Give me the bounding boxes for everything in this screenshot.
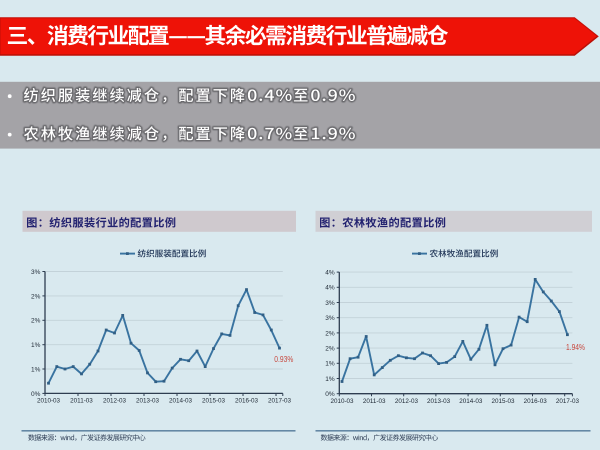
svg-text:2015-03: 2015-03 — [202, 398, 226, 405]
svg-text:0%: 0% — [31, 391, 41, 398]
svg-text:1.94%: 1.94% — [566, 342, 585, 352]
svg-text:2011-03: 2011-03 — [70, 398, 93, 405]
svg-text:1%: 1% — [31, 366, 41, 373]
svg-text:0%: 0% — [325, 391, 335, 398]
svg-text:2%: 2% — [325, 330, 335, 337]
svg-text:2012-03: 2012-03 — [395, 398, 419, 405]
svg-text:2015-03: 2015-03 — [491, 398, 515, 405]
svg-text:2%: 2% — [31, 293, 41, 300]
svg-text:3%: 3% — [325, 315, 335, 322]
svg-text:2%: 2% — [31, 318, 41, 325]
svg-text:4%: 4% — [325, 270, 335, 277]
svg-text:2013-03: 2013-03 — [136, 398, 160, 405]
svg-text:1%: 1% — [325, 361, 335, 368]
svg-text:4%: 4% — [325, 285, 335, 292]
svg-text:2014-03: 2014-03 — [169, 398, 193, 405]
svg-text:2012-03: 2012-03 — [103, 398, 127, 405]
svg-text:2011-03: 2011-03 — [363, 398, 386, 405]
svg-text:1%: 1% — [325, 376, 335, 383]
svg-text:2016-03: 2016-03 — [235, 398, 259, 405]
svg-text:1%: 1% — [31, 342, 41, 349]
svg-text:2010-03: 2010-03 — [37, 398, 61, 405]
svg-text:0.93%: 0.93% — [274, 354, 293, 364]
svg-text:2014-03: 2014-03 — [459, 398, 483, 405]
svg-text:2013-03: 2013-03 — [427, 398, 451, 405]
svg-text:3%: 3% — [325, 300, 335, 307]
svg-text:2017-03: 2017-03 — [556, 398, 580, 405]
svg-text:3%: 3% — [31, 269, 41, 276]
svg-text:2017-03: 2017-03 — [268, 398, 292, 405]
svg-text:2%: 2% — [325, 346, 335, 353]
svg-text:2010-03: 2010-03 — [330, 398, 354, 405]
svg-text:2016-03: 2016-03 — [524, 398, 548, 405]
